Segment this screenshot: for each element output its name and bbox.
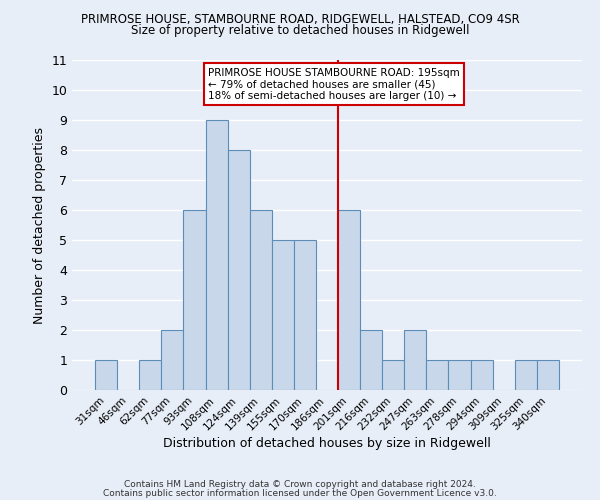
Bar (537, 360, 559, 390)
Text: PRIMROSE HOUSE, STAMBOURNE ROAD, RIDGEWELL, HALSTEAD, CO9 4SR: PRIMROSE HOUSE, STAMBOURNE ROAD, RIDGEWE… (80, 12, 520, 26)
Bar (382, 360, 404, 390)
Bar (206, 120, 227, 390)
Text: Contains public sector information licensed under the Open Government Licence v3: Contains public sector information licen… (103, 488, 497, 498)
Bar (95, 360, 117, 390)
Text: Size of property relative to detached houses in Ridgewell: Size of property relative to detached ho… (131, 24, 469, 37)
Text: PRIMROSE HOUSE STAMBOURNE ROAD: 195sqm
← 79% of detached houses are smaller (45): PRIMROSE HOUSE STAMBOURNE ROAD: 195sqm ←… (208, 68, 460, 100)
Bar (184, 210, 206, 390)
Bar (250, 210, 272, 390)
Text: Contains HM Land Registry data © Crown copyright and database right 2024.: Contains HM Land Registry data © Crown c… (124, 480, 476, 489)
Bar (448, 360, 470, 390)
Bar (404, 330, 427, 390)
Bar (227, 150, 250, 390)
Bar (360, 330, 382, 390)
Bar (161, 330, 184, 390)
Bar (338, 210, 360, 390)
X-axis label: Distribution of detached houses by size in Ridgewell: Distribution of detached houses by size … (163, 438, 491, 450)
Bar (294, 240, 316, 390)
Bar (139, 360, 161, 390)
Bar (272, 240, 294, 390)
Bar (470, 360, 493, 390)
Bar (515, 360, 537, 390)
Y-axis label: Number of detached properties: Number of detached properties (33, 126, 46, 324)
Bar (427, 360, 448, 390)
